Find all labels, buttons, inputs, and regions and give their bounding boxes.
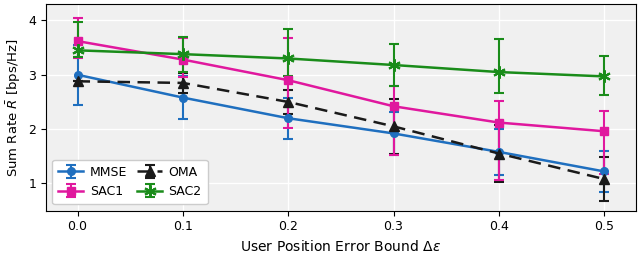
X-axis label: User Position Error Bound $\Delta\varepsilon$: User Position Error Bound $\Delta\vareps… <box>241 239 442 254</box>
Y-axis label: Sum Rate $\bar{R}$ [bps/Hz]: Sum Rate $\bar{R}$ [bps/Hz] <box>4 38 23 176</box>
Legend: MMSE, SAC1, OMA, SAC2: MMSE, SAC1, OMA, SAC2 <box>52 159 207 204</box>
